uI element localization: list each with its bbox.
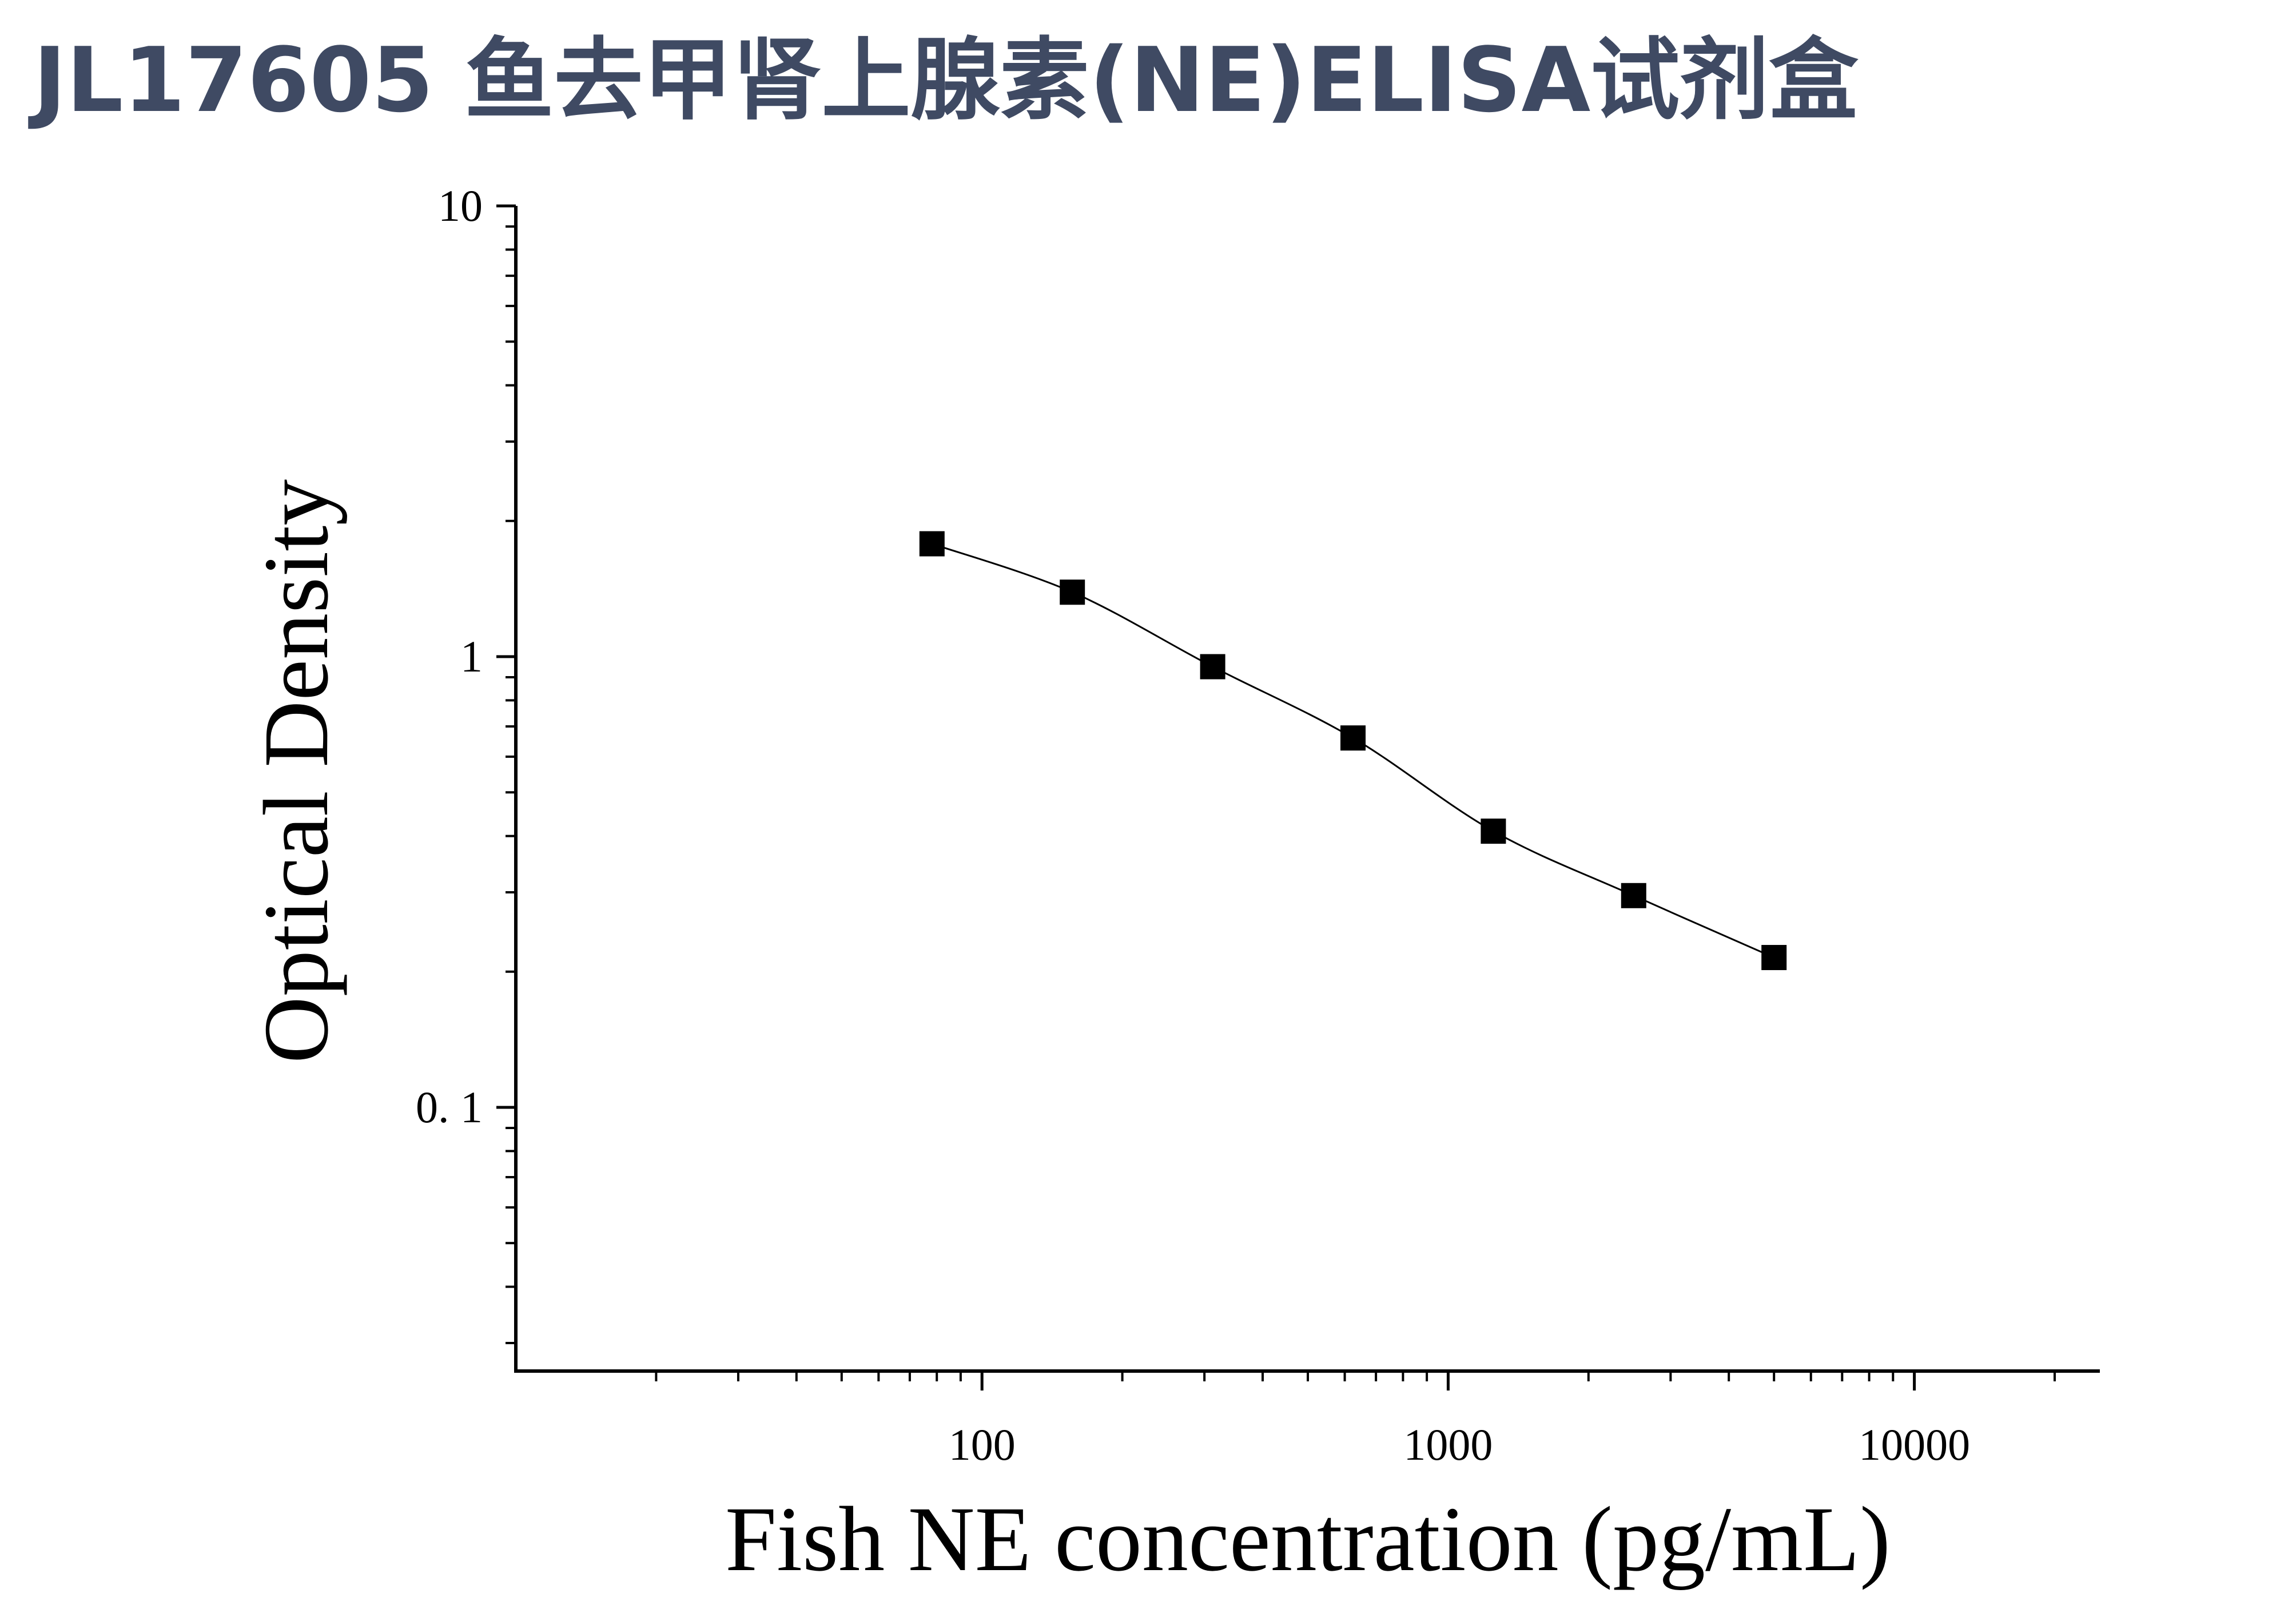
x-tick-label: 1000 — [1403, 1420, 1493, 1469]
y-axis-title: Optical Density — [245, 479, 348, 1063]
data-point — [1481, 819, 1506, 844]
data-point — [1761, 945, 1787, 971]
ticks — [496, 204, 2056, 1391]
y-tick-label: 1 — [460, 631, 483, 681]
x-tick-label: 100 — [949, 1420, 1016, 1469]
data-point — [1340, 725, 1366, 751]
fit-curve — [932, 543, 1774, 959]
fit-curve-layer — [932, 543, 1774, 959]
data-point — [1200, 654, 1225, 680]
y-tick-label: 10 — [438, 181, 483, 231]
data-point — [1060, 579, 1085, 605]
data-points — [919, 531, 1787, 971]
y-tick-label: 0. 1 — [416, 1082, 483, 1132]
data-point — [1621, 883, 1646, 908]
axes — [514, 206, 2100, 1373]
tick-labels: 100 1000 10000 0. 1 1 10 — [416, 181, 1970, 1469]
x-tick-label: 10000 — [1859, 1420, 1970, 1469]
chart-title: JL17605 鱼去甲肾上腺素(NE)ELISA试剂盒 — [33, 28, 1859, 132]
x-axis-title: Fish NE concentration (pg/mL) — [725, 1488, 1891, 1591]
data-point — [919, 531, 945, 557]
